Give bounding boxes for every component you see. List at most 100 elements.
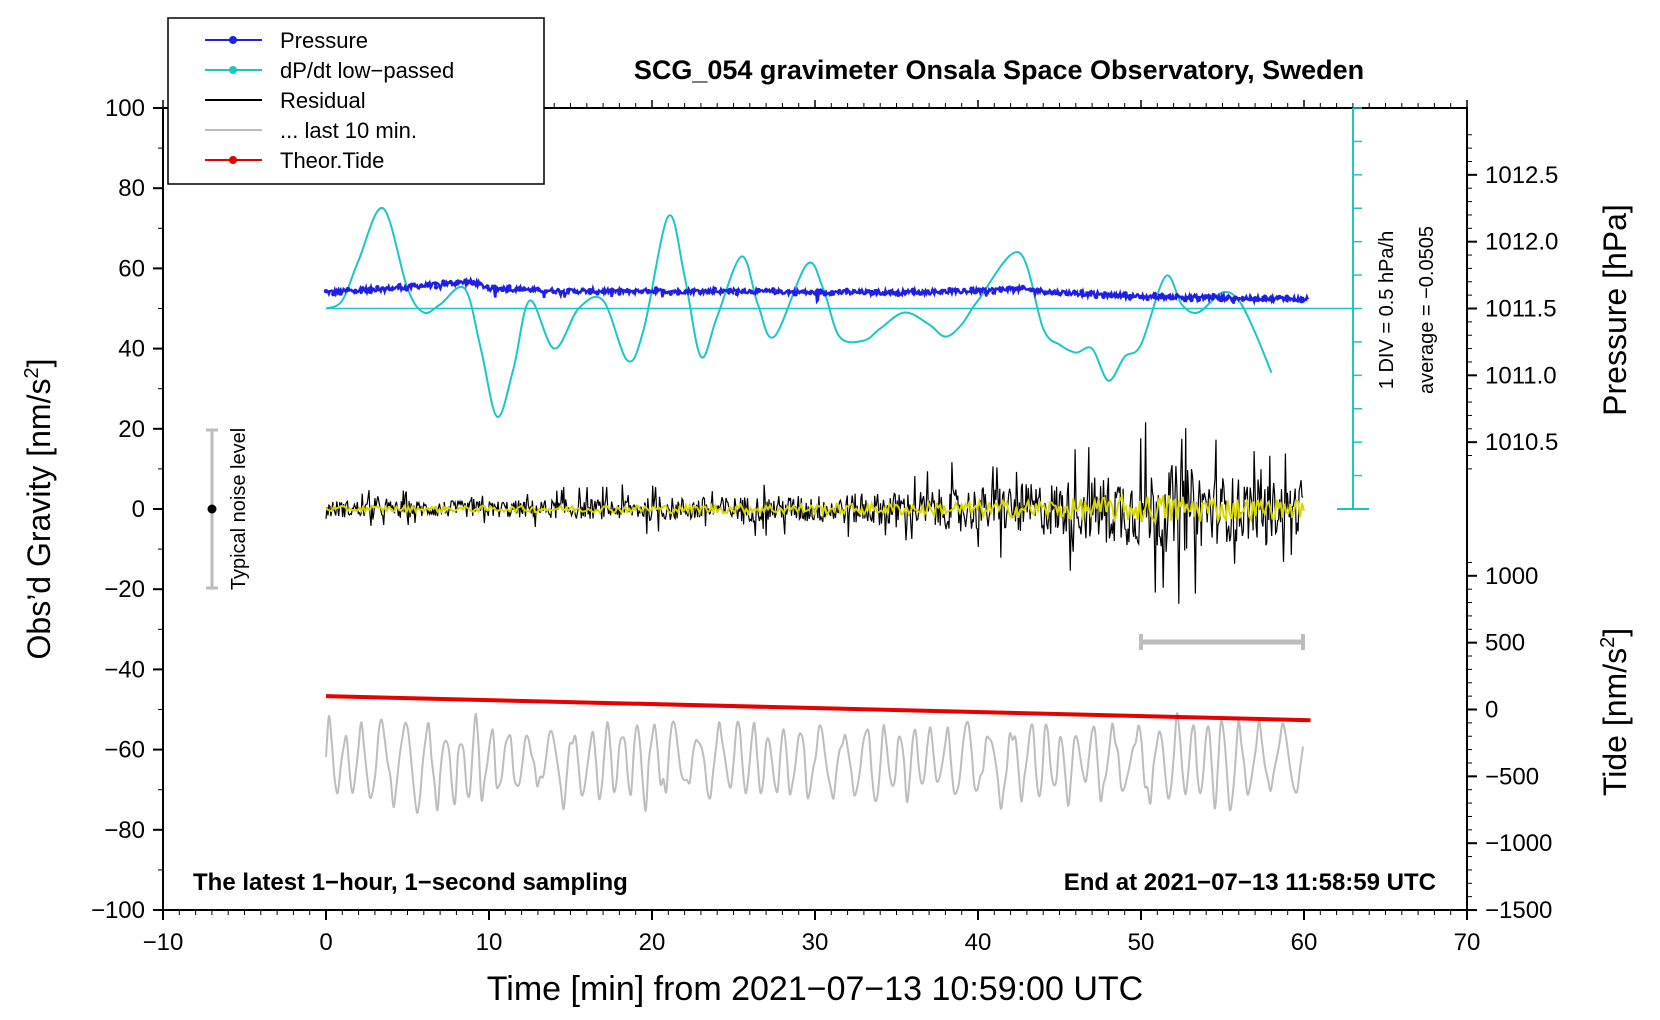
pressure-point — [925, 289, 930, 295]
x-tick-label: 10 — [476, 929, 503, 956]
x-tick-label: 40 — [965, 929, 992, 956]
tide-tick-label: 1000 — [1485, 563, 1538, 590]
noise-dot — [207, 504, 217, 514]
pressure-point — [1277, 294, 1282, 300]
pressure-point — [1240, 297, 1246, 302]
pressure-point — [558, 290, 563, 296]
pressure-point — [1079, 289, 1084, 294]
pressure-line — [325, 276, 1310, 306]
pressure-point — [712, 286, 717, 291]
pressure-point — [1174, 293, 1180, 298]
pressure-point — [639, 289, 644, 294]
pressure-point — [1248, 296, 1253, 302]
pressure-point — [1086, 291, 1092, 296]
legend-label: ... last 10 min. — [280, 118, 417, 143]
average-label: average = −0.0505 — [1416, 226, 1438, 394]
pressure-point — [991, 290, 996, 295]
pressure-point — [1204, 294, 1209, 299]
pressure-point — [521, 286, 527, 291]
pressure-point — [1101, 294, 1106, 300]
x-tick-label: −10 — [143, 929, 184, 956]
pressure-point — [1284, 294, 1290, 299]
pressure-point — [734, 291, 739, 297]
legend-marker — [229, 66, 237, 74]
pressure-tick-label: 1010.5 — [1485, 429, 1558, 456]
y-tick-label: 100 — [105, 95, 145, 122]
tide-line — [325, 694, 1311, 723]
pressure-point — [661, 288, 666, 294]
pressure-point — [397, 282, 402, 288]
pressure-point — [1049, 291, 1055, 296]
pressure-point — [895, 292, 901, 297]
legend-label: Residual — [280, 88, 366, 113]
pressure-point — [683, 289, 688, 295]
pressure-point — [1115, 293, 1121, 298]
pressure-point — [939, 288, 945, 294]
end-time-note: End at 2021−07−13 11:58:59 UTC — [1064, 869, 1436, 896]
x-tick-label: 60 — [1291, 929, 1318, 956]
pressure-point — [1064, 291, 1070, 297]
pressure-point — [1145, 296, 1150, 302]
pressure-point — [382, 287, 387, 292]
pressure-point — [360, 286, 365, 291]
y-tick-label: −20 — [104, 576, 145, 603]
pressure-point — [1189, 297, 1194, 303]
y-tick-label: −40 — [104, 656, 145, 683]
y-axis-left-title: Obs’d Gravity [nm/s2] — [21, 359, 57, 660]
sampling-note: The latest 1−hour, 1−second sampling — [193, 869, 628, 896]
pressure-point — [529, 287, 534, 293]
tide-tick-label: −1500 — [1485, 897, 1552, 924]
y-tick-label: 60 — [118, 255, 145, 282]
pressure-point — [771, 287, 776, 292]
pressure-point — [624, 288, 629, 294]
pressure-point — [580, 287, 585, 292]
pressure-point — [778, 289, 783, 294]
pressure-point — [998, 288, 1004, 293]
pressure-point — [675, 291, 681, 296]
y-tick-label: 20 — [118, 416, 145, 443]
pressure-point — [749, 289, 754, 295]
y-tick-label: −60 — [104, 737, 145, 764]
pressure-point — [507, 284, 512, 289]
pressure-point — [375, 285, 380, 290]
pressure-point — [646, 288, 651, 294]
pressure-point — [947, 286, 952, 292]
x-tick-label: 70 — [1454, 929, 1481, 956]
pressure-point — [353, 288, 358, 294]
pressure-point — [1123, 291, 1128, 296]
pressure-point — [477, 281, 483, 286]
dpdt-series — [325, 207, 1353, 418]
pressure-point — [763, 287, 769, 293]
pressure-point — [961, 287, 967, 293]
legend-label: Pressure — [280, 28, 368, 53]
legend-label: Theor.Tide — [280, 148, 384, 173]
pressure-point — [829, 290, 835, 295]
pressure-point — [419, 283, 424, 288]
pressure-point — [1057, 291, 1062, 297]
tide-tick-label: 0 — [1485, 697, 1498, 724]
pressure-point — [1027, 287, 1033, 292]
pressure-point — [793, 292, 798, 297]
pressure-point — [1013, 286, 1018, 291]
pressure-point — [668, 291, 673, 296]
pressure-point — [595, 291, 600, 296]
legend-label: dP/dt low−passed — [280, 58, 454, 83]
y-tick-label: 0 — [132, 496, 145, 523]
pressure-point — [976, 287, 982, 292]
pressure-point — [1152, 292, 1158, 297]
pressure-point — [448, 279, 453, 285]
pressure-point — [433, 285, 439, 290]
pressure-point — [822, 292, 827, 297]
pressure-point — [565, 287, 571, 293]
pressure-point — [881, 291, 886, 296]
pressure-point — [807, 290, 813, 296]
pressure-point — [587, 290, 593, 296]
pressure-point — [463, 278, 468, 283]
pressure-point — [536, 287, 541, 292]
pressure-point — [1262, 294, 1268, 299]
pressure-point — [1042, 290, 1048, 296]
tide-tick-label: −1000 — [1485, 830, 1552, 857]
pressure-point — [837, 288, 842, 294]
legend: Pressure dP/dt low−passed Residual ... last… — [167, 17, 545, 185]
